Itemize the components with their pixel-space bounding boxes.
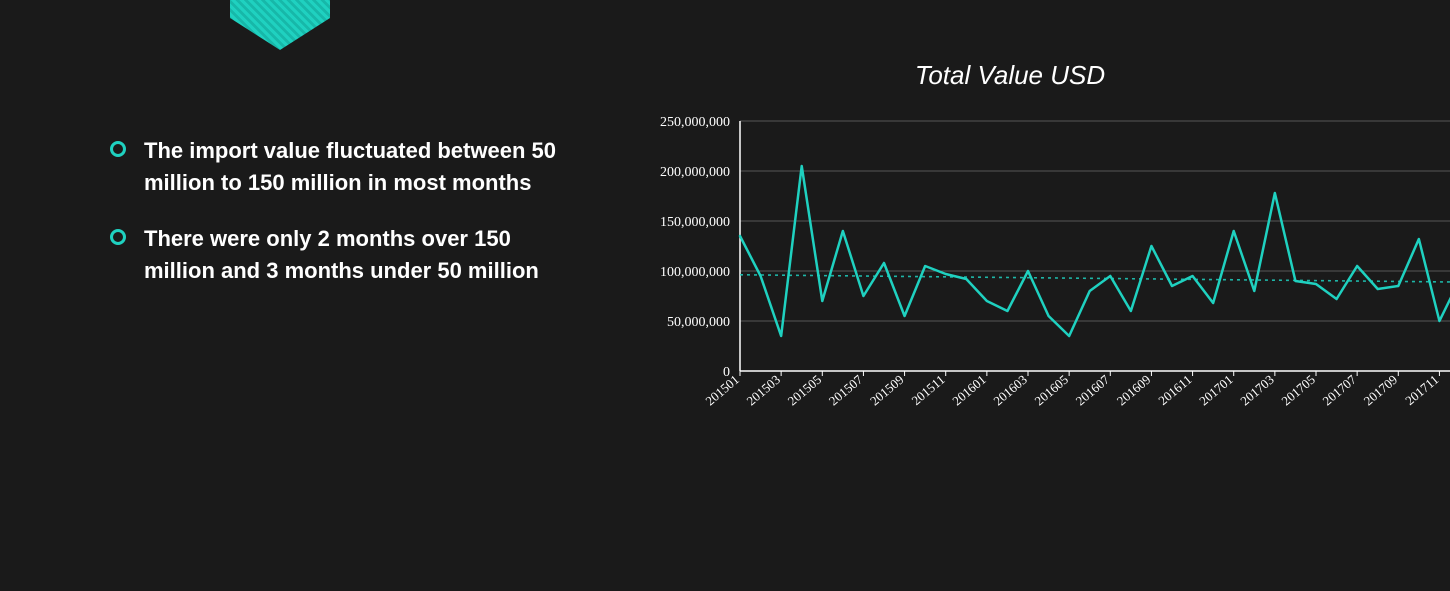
line-chart: 050,000,000100,000,000150,000,000200,000…: [620, 111, 1450, 451]
svg-text:201601: 201601: [949, 372, 989, 409]
svg-text:201609: 201609: [1114, 372, 1154, 409]
svg-text:201611: 201611: [1155, 372, 1194, 408]
svg-text:201707: 201707: [1320, 371, 1360, 408]
bullet-list: The import value fluctuated between 50 m…: [110, 135, 580, 311]
bullet-text: The import value fluctuated between 50 m…: [144, 135, 580, 199]
svg-text:201705: 201705: [1278, 372, 1318, 409]
svg-text:201703: 201703: [1237, 372, 1277, 409]
chart-title: Total Value USD: [620, 60, 1400, 91]
svg-text:201607: 201607: [1073, 371, 1113, 408]
svg-text:200,000,000: 200,000,000: [660, 165, 730, 180]
svg-text:201605: 201605: [1032, 372, 1072, 409]
chart-container: Total Value USD 050,000,000100,000,00015…: [620, 60, 1400, 490]
svg-text:201503: 201503: [744, 372, 784, 409]
svg-text:201701: 201701: [1196, 372, 1236, 409]
svg-text:201711: 201711: [1402, 372, 1441, 408]
bullet-circle-icon: [110, 141, 126, 157]
svg-text:150,000,000: 150,000,000: [660, 215, 730, 230]
ribbon-decoration: [230, 0, 330, 50]
bullet-circle-icon: [110, 229, 126, 245]
svg-text:50,000,000: 50,000,000: [667, 315, 730, 330]
svg-text:201509: 201509: [867, 372, 907, 409]
svg-text:201505: 201505: [785, 372, 825, 409]
bullet-text: There were only 2 months over 150 millio…: [144, 223, 580, 287]
svg-text:201507: 201507: [826, 371, 866, 408]
svg-text:100,000,000: 100,000,000: [660, 265, 730, 280]
list-item: There were only 2 months over 150 millio…: [110, 223, 580, 287]
svg-text:201603: 201603: [990, 372, 1030, 409]
svg-text:201511: 201511: [908, 372, 947, 408]
list-item: The import value fluctuated between 50 m…: [110, 135, 580, 199]
svg-text:201709: 201709: [1361, 372, 1401, 409]
svg-text:250,000,000: 250,000,000: [660, 115, 730, 130]
